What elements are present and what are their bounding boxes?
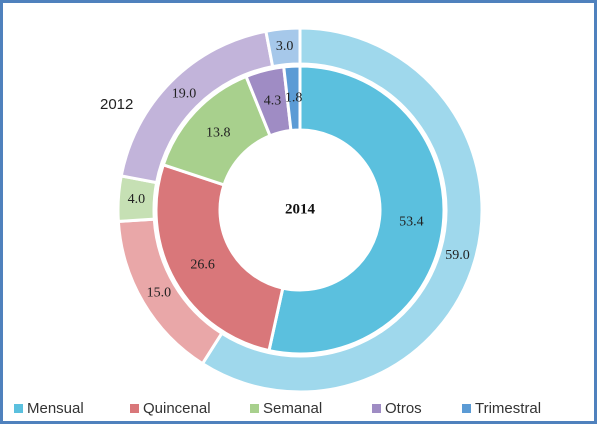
inner-ring-label: 2014 [285, 201, 316, 217]
data-label: 26.6 [190, 258, 215, 273]
data-label: 15.0 [147, 286, 172, 301]
legend-label: Mensual [27, 400, 84, 417]
donut-segment [200, 26, 484, 394]
data-label: 3.0 [276, 39, 294, 54]
legend-label: Trimestral [475, 400, 541, 417]
legend-swatch [372, 404, 381, 413]
legend-swatch [250, 404, 259, 413]
legend-swatch [462, 404, 471, 413]
legend-label: Semanal [263, 400, 322, 417]
legend-label: Quincenal [143, 400, 211, 417]
data-label: 53.4 [399, 214, 424, 229]
data-label: 19.0 [172, 86, 197, 101]
donut-segment [264, 26, 302, 69]
data-label: 4.0 [128, 192, 146, 207]
donut-segment [267, 64, 446, 356]
data-label: 13.8 [206, 126, 231, 141]
legend-label: Otros [385, 400, 422, 417]
data-label: 59.0 [445, 248, 470, 263]
donut-segment [154, 162, 285, 353]
outer-ring-label: 2012 [100, 96, 133, 113]
legend-swatch [14, 404, 23, 413]
donut-segment [282, 64, 302, 133]
data-label: 1.8 [285, 90, 303, 105]
data-label: 4.3 [264, 94, 282, 109]
legend-swatch [130, 404, 139, 413]
